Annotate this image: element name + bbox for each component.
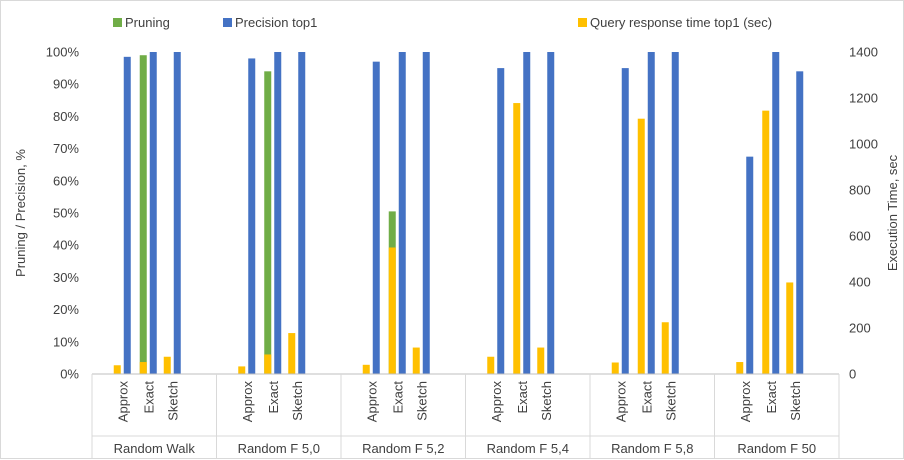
legend-swatch (113, 18, 122, 27)
bar-pruning (264, 71, 272, 374)
subcategory-label: Approx (115, 381, 130, 423)
bar-query-response-time-top1-sec (388, 247, 396, 374)
bar-query-response-time-top1-sec (736, 362, 744, 374)
bar-pruning (139, 55, 147, 374)
y-right-tick-label: 200 (849, 321, 871, 336)
bar-query-response-time-top1-sec (637, 118, 645, 374)
bar-query-response-time-top1-sec (513, 103, 521, 374)
bar-query-response-time-top1-sec (139, 362, 147, 374)
y-left-tick-label: 20% (53, 302, 79, 317)
bar-precision-top1 (398, 52, 406, 374)
subcategory-label: Approx (613, 381, 628, 423)
bar-precision-top1 (372, 61, 380, 374)
bar-query-response-time-top1-sec (264, 354, 272, 374)
legend-label: Pruning (125, 15, 170, 30)
y-left-tick-label: 50% (53, 206, 79, 221)
subcategory-label: Sketch (788, 381, 803, 421)
y-left-tick-label: 0% (60, 367, 79, 382)
y-left-tick-label: 80% (53, 109, 79, 124)
subcategory-label: Sketch (539, 381, 554, 421)
group-label: Random F 5,4 (487, 441, 569, 456)
subcategory-label: Approx (240, 381, 255, 423)
bar-query-response-time-top1-sec (762, 110, 770, 375)
bar-query-response-time-top1-sec (537, 347, 545, 374)
subcategory-label: Sketch (414, 381, 429, 421)
bar-precision-top1 (123, 56, 131, 375)
bar-precision-top1 (746, 156, 754, 374)
y-left-tick-label: 10% (53, 334, 79, 349)
bar-query-response-time-top1-sec (611, 362, 619, 374)
bar-query-response-time-top1-sec (786, 282, 794, 374)
y-left-axis-title: Pruning / Precision, % (13, 149, 28, 277)
subcategory-label: Approx (489, 381, 504, 423)
subcategory-label: Exact (639, 381, 654, 414)
bar-query-response-time-top1-sec (362, 364, 370, 374)
subcategory-label: Sketch (165, 381, 180, 421)
legend-swatch (578, 18, 587, 27)
bar-precision-top1 (497, 68, 505, 374)
bar-precision-top1 (621, 68, 629, 374)
y-left-tick-label: 30% (53, 270, 79, 285)
bar-query-response-time-top1-sec (238, 366, 246, 374)
y-right-tick-label: 0 (849, 367, 856, 382)
group-label: Random Walk (114, 441, 196, 456)
bar-precision-top1 (796, 71, 804, 374)
y-left-tick-label: 100% (46, 45, 80, 60)
y-left-tick-label: 40% (53, 238, 79, 253)
subcategory-label: Exact (141, 381, 156, 414)
subcategory-label: Exact (515, 381, 530, 414)
y-right-axis-title: Execution Time, sec (885, 154, 900, 271)
bar-query-response-time-top1-sec (163, 356, 171, 374)
y-right-tick-label: 400 (849, 275, 871, 290)
y-left-tick-label: 60% (53, 173, 79, 188)
y-right-tick-label: 600 (849, 229, 871, 244)
bar-query-response-time-top1-sec (288, 333, 296, 374)
subcategory-label: Exact (764, 381, 779, 414)
bar-precision-top1 (422, 52, 430, 374)
y-right-tick-label: 800 (849, 183, 871, 198)
bar-precision-top1 (298, 52, 306, 374)
y-right-tick-label: 1000 (849, 137, 878, 152)
subcategory-label: Approx (364, 381, 379, 423)
y-right-tick-label: 1400 (849, 45, 878, 60)
bar-query-response-time-top1-sec (661, 322, 669, 374)
bar-precision-top1 (248, 58, 256, 374)
y-left-tick-label: 90% (53, 77, 79, 92)
subcategory-label: Approx (738, 381, 753, 423)
group-label: Random F 5,8 (611, 441, 693, 456)
bar-precision-top1 (547, 52, 555, 374)
subcategory-label: Sketch (290, 381, 305, 421)
subcategory-label: Sketch (663, 381, 678, 421)
bar-query-response-time-top1-sec (487, 356, 495, 374)
bar-precision-top1 (173, 52, 181, 374)
bar-precision-top1 (671, 52, 679, 374)
y-right-tick-label: 1200 (849, 91, 878, 106)
bar-precision-top1 (523, 52, 531, 374)
subcategory-label: Exact (390, 381, 405, 414)
bar-precision-top1 (647, 52, 655, 374)
group-label: Random F 5,2 (362, 441, 444, 456)
y-left-tick-label: 70% (53, 141, 79, 156)
subcategory-label: Exact (266, 381, 281, 414)
bar-precision-top1 (149, 52, 157, 374)
bar-query-response-time-top1-sec (113, 365, 121, 374)
legend-label: Precision top1 (235, 15, 317, 30)
group-label: Random F 50 (737, 441, 816, 456)
bar-query-response-time-top1-sec (412, 347, 420, 374)
legend-swatch (223, 18, 232, 27)
bar-precision-top1 (274, 52, 282, 374)
bar-precision-top1 (772, 52, 780, 374)
legend-label: Query response time top1 (sec) (590, 15, 772, 30)
group-label: Random F 5,0 (238, 441, 320, 456)
